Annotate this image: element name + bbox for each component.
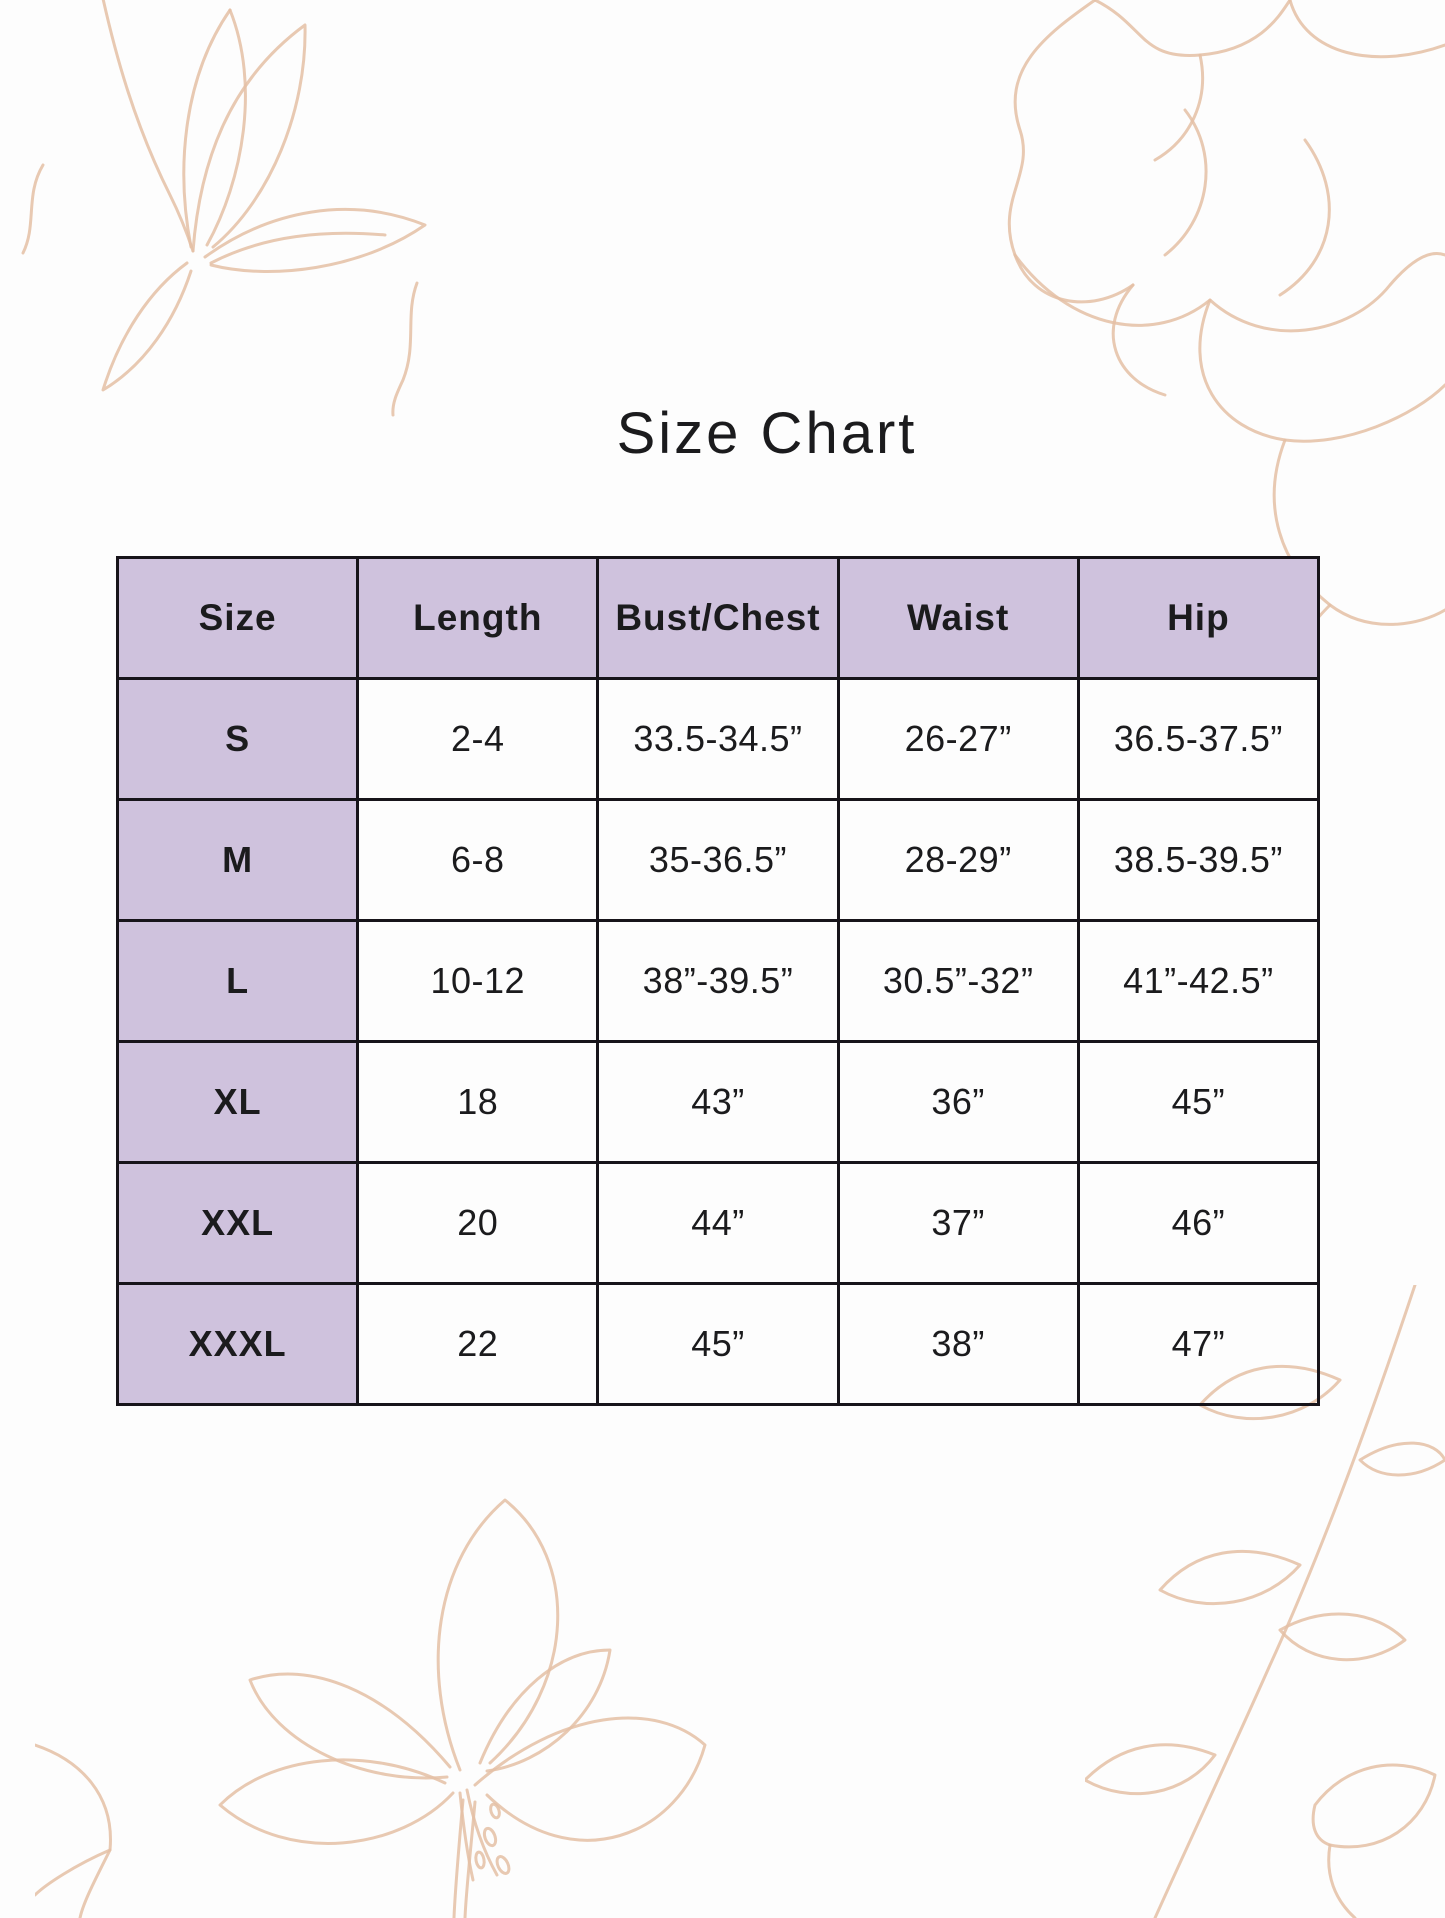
waist-cell: 36” bbox=[836, 1040, 1080, 1164]
size-cell: XL bbox=[115, 1040, 360, 1164]
bust-chest-cell: 38”-39.5” bbox=[596, 919, 840, 1043]
size-cell: S bbox=[115, 677, 360, 801]
hip-cell: 38.5-39.5” bbox=[1076, 798, 1321, 922]
column-header-waist: Waist bbox=[836, 556, 1080, 680]
table-row-xl: XL 18 43” 36” 45” bbox=[115, 1040, 1321, 1164]
column-header-bust-chest: Bust/Chest bbox=[596, 556, 840, 680]
bust-chest-cell: 44” bbox=[596, 1161, 840, 1285]
column-header-length: Length bbox=[356, 556, 600, 680]
waist-cell: 30.5”-32” bbox=[836, 919, 1080, 1043]
size-cell: XXXL bbox=[115, 1282, 360, 1406]
column-header-hip: Hip bbox=[1076, 556, 1321, 680]
length-cell: 22 bbox=[356, 1282, 600, 1406]
length-cell: 6-8 bbox=[356, 798, 600, 922]
hip-cell: 47” bbox=[1076, 1282, 1321, 1406]
length-cell: 2-4 bbox=[356, 677, 600, 801]
flower-line-art-top-left-icon bbox=[21, 0, 427, 417]
bust-chest-cell: 43” bbox=[596, 1040, 840, 1164]
hip-cell: 36.5-37.5” bbox=[1076, 677, 1321, 801]
waist-cell: 37” bbox=[836, 1161, 1080, 1285]
table-row-xxxl: XXXL 22 45” 38” 47” bbox=[115, 1282, 1321, 1406]
size-chart-table: Size Length Bust/Chest Waist Hip S 2-4 3… bbox=[115, 556, 1321, 1406]
bust-chest-cell: 35-36.5” bbox=[596, 798, 840, 922]
hip-cell: 46” bbox=[1076, 1161, 1321, 1285]
size-cell: M bbox=[115, 798, 360, 922]
header-row: Size Length Bust/Chest Waist Hip bbox=[115, 556, 1321, 680]
table-row-l: L 10-12 38”-39.5” 30.5”-32” 41”-42.5” bbox=[115, 919, 1321, 1043]
size-cell: L bbox=[115, 919, 360, 1043]
page-title: Size Chart bbox=[616, 401, 918, 466]
bust-chest-cell: 33.5-34.5” bbox=[596, 677, 840, 801]
flower-line-art-bottom-left-icon bbox=[35, 1498, 707, 1918]
table-row-m: M 6-8 35-36.5” 28-29” 38.5-39.5” bbox=[115, 798, 1321, 922]
length-cell: 20 bbox=[356, 1161, 600, 1285]
hip-cell: 45” bbox=[1076, 1040, 1321, 1164]
length-cell: 18 bbox=[356, 1040, 600, 1164]
size-cell: XXL bbox=[115, 1161, 360, 1285]
table-row-s: S 2-4 33.5-34.5” 26-27” 36.5-37.5” bbox=[115, 677, 1321, 801]
waist-cell: 26-27” bbox=[836, 677, 1080, 801]
waist-cell: 38” bbox=[836, 1282, 1080, 1406]
table-row-xxl: XXL 20 44” 37” 46” bbox=[115, 1161, 1321, 1285]
waist-cell: 28-29” bbox=[836, 798, 1080, 922]
bust-chest-cell: 45” bbox=[596, 1282, 840, 1406]
column-header-size: Size bbox=[115, 556, 360, 680]
length-cell: 10-12 bbox=[356, 919, 600, 1043]
hip-cell: 41”-42.5” bbox=[1076, 919, 1321, 1043]
